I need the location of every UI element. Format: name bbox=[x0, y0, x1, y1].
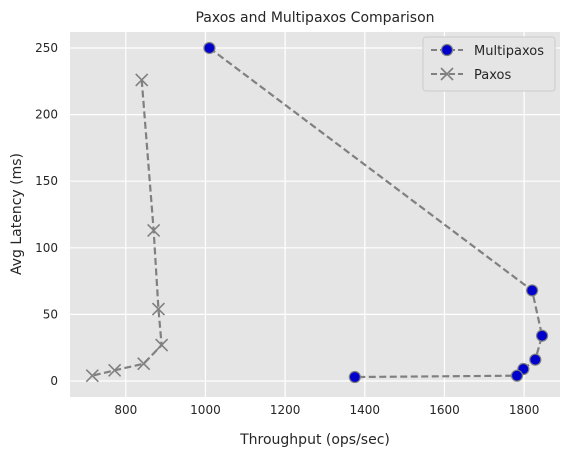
legend: Multipaxos Paxos bbox=[422, 36, 556, 92]
y-tick-label: 100 bbox=[35, 241, 58, 255]
x-tick-labels: 800 1000 1200 1400 1600 1800 bbox=[114, 403, 539, 417]
point-paxos bbox=[147, 223, 161, 238]
point-multipaxos bbox=[529, 353, 542, 366]
chart-title: Paxos and Multipaxos Comparison bbox=[195, 10, 434, 26]
x-tick-label: 1200 bbox=[270, 403, 301, 417]
legend-box bbox=[422, 36, 556, 92]
y-tick-label: 250 bbox=[35, 41, 58, 55]
grid bbox=[70, 32, 560, 397]
point-multipaxos bbox=[510, 369, 524, 382]
point-multipaxos bbox=[535, 329, 549, 342]
y-tick-label: 0 bbox=[50, 374, 58, 388]
point-multipaxos bbox=[526, 284, 539, 297]
legend-label-paxos: Paxos bbox=[474, 68, 511, 83]
x-tick-label: 1400 bbox=[350, 403, 381, 417]
point-paxos bbox=[155, 338, 169, 352]
plot-background bbox=[70, 32, 560, 397]
point-paxos bbox=[108, 363, 122, 377]
series-layer bbox=[85, 41, 549, 384]
point-multipaxos bbox=[348, 370, 361, 384]
point-multipaxos bbox=[203, 41, 216, 55]
y-tick-labels: 0 50 100 150 200 250 bbox=[35, 41, 58, 388]
x-axis-label: Throughput (ops/sec) bbox=[239, 432, 390, 448]
legend-marker-multipaxos bbox=[440, 43, 454, 57]
x-tick-label: 1000 bbox=[190, 403, 221, 417]
point-paxos bbox=[137, 357, 151, 371]
x-tick-label: 1800 bbox=[509, 403, 540, 417]
y-tick-label: 50 bbox=[43, 307, 58, 321]
point-paxos bbox=[135, 73, 149, 87]
point-paxos bbox=[151, 302, 166, 316]
legend-marker-paxos bbox=[440, 67, 454, 81]
y-axis-label: Avg Latency (ms) bbox=[9, 153, 25, 275]
x-tick-label: 1600 bbox=[429, 403, 460, 417]
point-paxos bbox=[85, 369, 99, 383]
y-tick-label: 150 bbox=[35, 174, 58, 188]
y-tick-label: 200 bbox=[35, 108, 58, 122]
x-tick-label: 800 bbox=[114, 403, 137, 417]
legend-label-multipaxos: Multipaxos bbox=[474, 44, 544, 59]
